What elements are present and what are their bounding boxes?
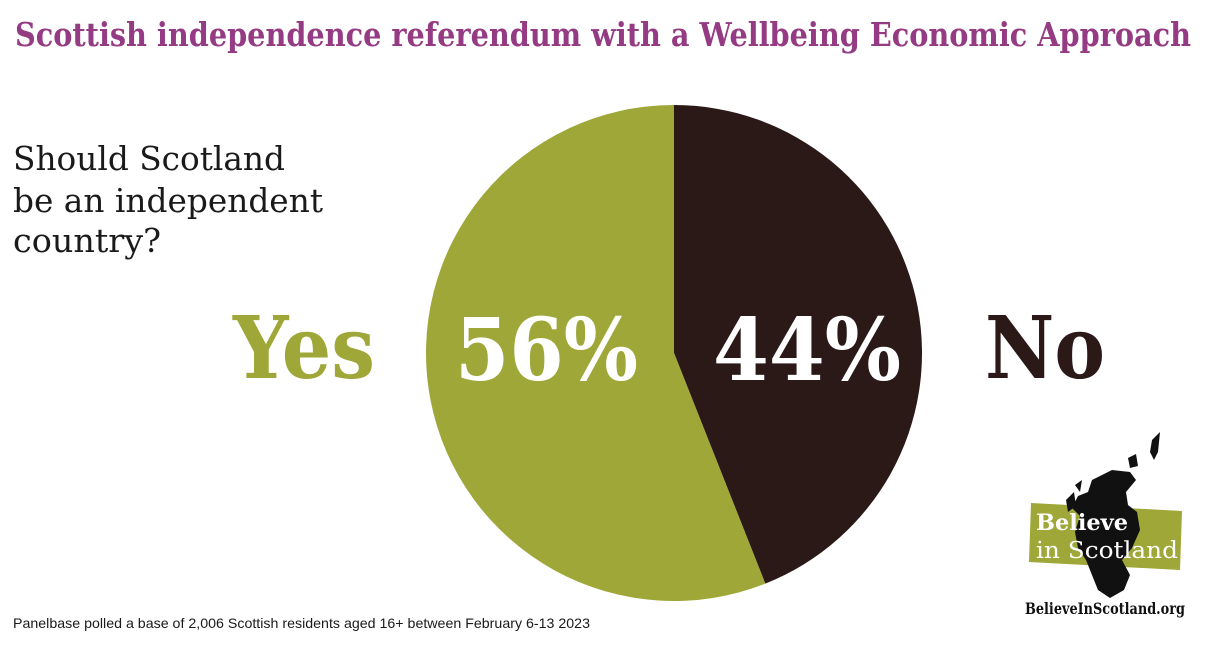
scotland-map-icon [1066, 432, 1160, 598]
believe-in-scotland-logo[interactable]: Believe in Scotland BelieveInScotland.or… [1025, 432, 1185, 618]
question-line-2: be an independent [13, 181, 323, 220]
question: Should Scotland be an independent countr… [13, 139, 323, 260]
question-line-3: country? [13, 221, 161, 260]
logo-url-link[interactable]: BelieveInScotland.org [1025, 599, 1185, 618]
footnote: Panelbase polled a base of 2,006 Scottis… [13, 615, 590, 631]
chart-title: Scottish independence referendum with a … [15, 15, 1191, 54]
legend-yes: Yes [232, 298, 375, 399]
pie-slice-no [674, 105, 922, 584]
question-line-1: Should Scotland [13, 139, 285, 178]
data-label-yes: 56% [455, 300, 638, 401]
logo-line-2: in Scotland [1036, 538, 1178, 564]
pie-chart [426, 104, 922, 602]
logo-line-1: Believe [1036, 510, 1128, 536]
data-label-no: 44% [713, 300, 901, 401]
legend-no: No [985, 298, 1105, 399]
pie-slice-yes [426, 104, 766, 602]
